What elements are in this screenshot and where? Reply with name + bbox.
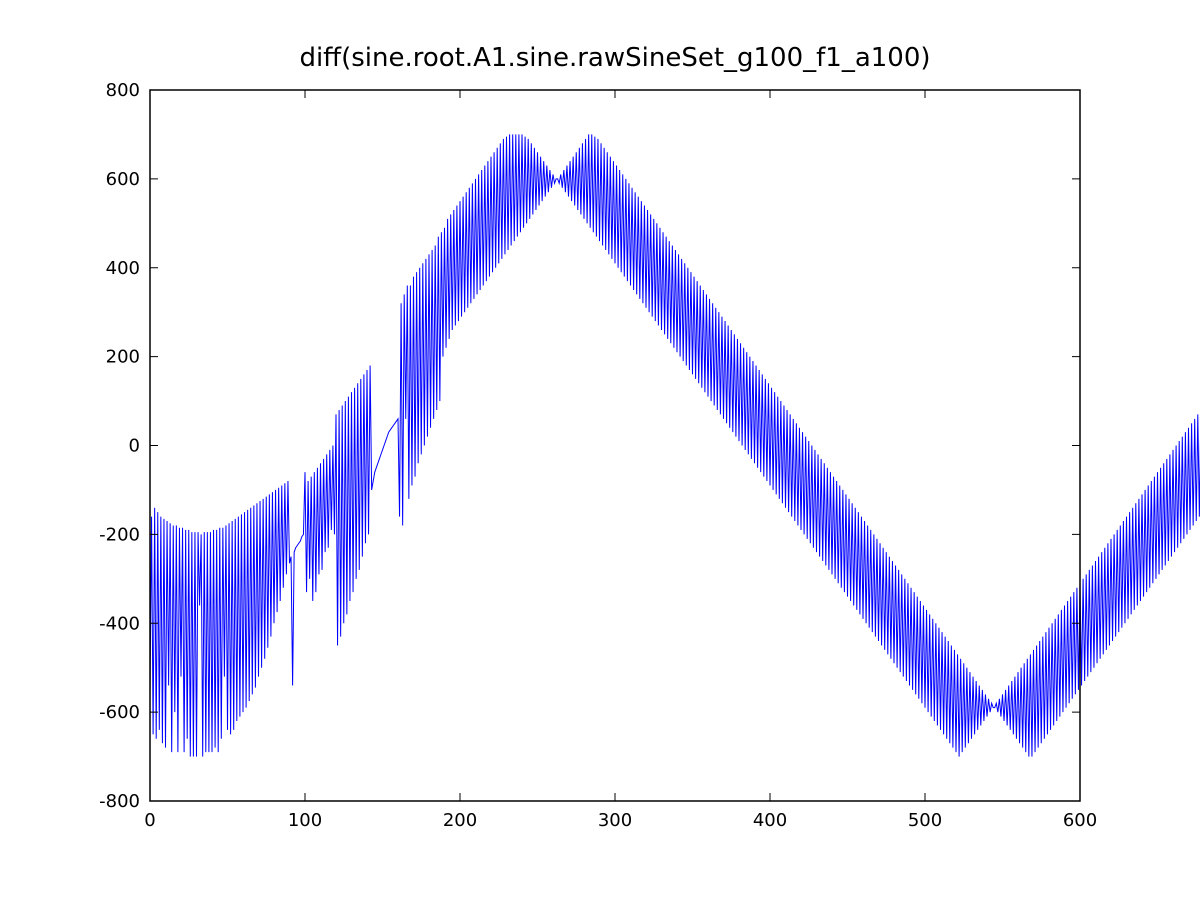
series-line — [149, 134, 1200, 757]
x-tick-label: 600 — [1063, 810, 1097, 831]
x-tick-label: 200 — [443, 810, 477, 831]
y-tick-label: 200 — [106, 347, 140, 368]
y-tick-label: -200 — [99, 524, 140, 545]
x-tick-label: 0 — [144, 810, 155, 831]
x-tick-label: 500 — [908, 810, 942, 831]
y-tick-label: -400 — [99, 613, 140, 634]
y-tick-label: 800 — [106, 80, 140, 101]
y-tick-label: -600 — [99, 702, 140, 723]
y-tick-label: 0 — [129, 436, 140, 457]
axes-frame — [149, 89, 1081, 802]
x-tick-label: 300 — [598, 810, 632, 831]
x-tick-label: 400 — [753, 810, 787, 831]
x-tick-label: 100 — [288, 810, 322, 831]
y-tick-label: 600 — [106, 169, 140, 190]
y-tick-label: 400 — [106, 258, 140, 279]
y-tick-label: -800 — [99, 791, 140, 812]
chart-title: diff(sine.root.A1.sine.rawSineSet_g100_f… — [299, 43, 930, 73]
plot-area — [149, 134, 1200, 757]
